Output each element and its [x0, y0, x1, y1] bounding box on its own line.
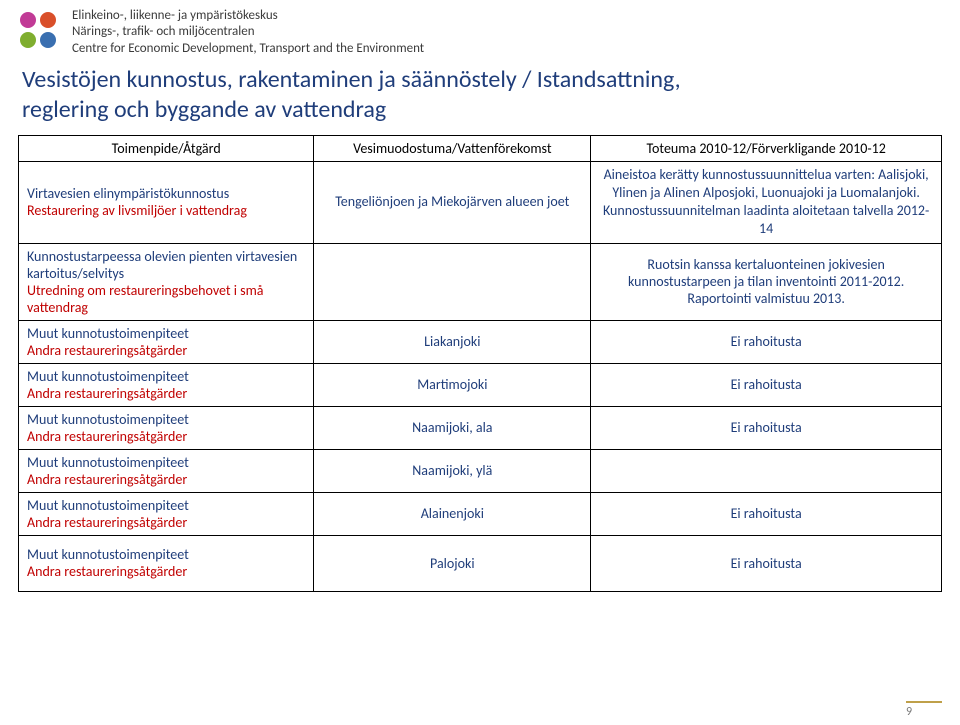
- cell-waterbody: Naamijoki, ylä: [314, 449, 591, 492]
- cell-outcome: Ei rahoitusta: [591, 363, 942, 406]
- action-fi: Muut kunnotustoimenpiteet: [27, 325, 189, 342]
- table-header-row: Toimenpide/Åtgärd Vesimuodostuma/Vattenf…: [19, 135, 942, 161]
- cell-action: Muut kunnotustoimenpiteet Andra restaure…: [19, 363, 314, 406]
- table-row: Kunnostustarpeessa olevien pienten virta…: [19, 243, 942, 320]
- table-row: Muut kunnotustoimenpiteet Andra restaure…: [19, 320, 942, 363]
- cell-waterbody: Tengeliönjoen ja Miekojärven alueen joet: [314, 161, 591, 243]
- action-sv: Utredning om restaureringsbehovet i små …: [27, 282, 264, 316]
- cell-outcome: Ruotsin kanssa kertaluonteinen jokivesie…: [591, 243, 942, 320]
- action-fi: Muut kunnotustoimenpiteet: [27, 497, 189, 514]
- measures-table: Toimenpide/Åtgärd Vesimuodostuma/Vattenf…: [18, 135, 942, 592]
- cell-action: Muut kunnotustoimenpiteet Andra restaure…: [19, 492, 314, 535]
- cell-action: Virtavesien elinympäristökunnostus Resta…: [19, 161, 314, 243]
- action-fi: Virtavesien elinympäristökunnostus: [27, 185, 229, 202]
- action-fi: Muut kunnotustoimenpiteet: [27, 411, 189, 428]
- cell-outcome: Ei rahoitusta: [591, 320, 942, 363]
- action-sv: Andra restaureringsåtgärder: [27, 514, 187, 531]
- table-row: Muut kunnotustoimenpiteet Andra restaure…: [19, 492, 942, 535]
- action-fi: Muut kunnotustoimenpiteet: [27, 546, 189, 563]
- agency-logo: [18, 10, 62, 54]
- cell-action: Muut kunnotustoimenpiteet Andra restaure…: [19, 406, 314, 449]
- cell-waterbody: Liakanjoki: [314, 320, 591, 363]
- table-row: Muut kunnotustoimenpiteet Andra restaure…: [19, 449, 942, 492]
- action-sv: Restaurering av livsmiljöer i vattendrag: [27, 202, 247, 219]
- cell-action: Kunnostustarpeessa olevien pienten virta…: [19, 243, 314, 320]
- table-row: Muut kunnotustoimenpiteet Andra restaure…: [19, 535, 942, 591]
- cell-waterbody: [314, 243, 591, 320]
- org-name-sv: Närings-, trafik- och miljöcentralen: [72, 24, 424, 40]
- table-row: Virtavesien elinympäristökunnostus Resta…: [19, 161, 942, 243]
- cell-action: Muut kunnotustoimenpiteet Andra restaure…: [19, 449, 314, 492]
- action-sv: Andra restaureringsåtgärder: [27, 342, 187, 359]
- cell-waterbody: Alainenjoki: [314, 492, 591, 535]
- title-line-2: reglering och byggande av vattendrag: [22, 95, 942, 125]
- cell-outcome: Aineistoa kerätty kunnostussuunnittelua …: [591, 161, 942, 243]
- agency-names: Elinkeino-, liikenne- ja ympäristökeskus…: [72, 8, 424, 57]
- org-name-fi: Elinkeino-, liikenne- ja ympäristökeskus: [72, 8, 424, 24]
- cell-outcome: Ei rahoitusta: [591, 492, 942, 535]
- action-fi: Muut kunnotustoimenpiteet: [27, 454, 189, 471]
- cell-outcome: Ei rahoitusta: [591, 406, 942, 449]
- org-name-en: Centre for Economic Development, Transpo…: [72, 41, 424, 57]
- col-header-outcome: Toteuma 2010-12/Förverkligande 2010-12: [591, 135, 942, 161]
- page-title: Vesistöjen kunnostus, rakentaminen ja sä…: [18, 65, 942, 125]
- table-row: Muut kunnotustoimenpiteet Andra restaure…: [19, 363, 942, 406]
- cell-waterbody: Naamijoki, ala: [314, 406, 591, 449]
- action-sv: Andra restaureringsåtgärder: [27, 563, 187, 580]
- action-sv: Andra restaureringsåtgärder: [27, 428, 187, 445]
- action-sv: Andra restaureringsåtgärder: [27, 471, 187, 488]
- cell-action: Muut kunnotustoimenpiteet Andra restaure…: [19, 535, 314, 591]
- col-header-waterbody: Vesimuodostuma/Vattenförekomst: [314, 135, 591, 161]
- cell-action: Muut kunnotustoimenpiteet Andra restaure…: [19, 320, 314, 363]
- cell-waterbody: Martimojoki: [314, 363, 591, 406]
- table-row: Muut kunnotustoimenpiteet Andra restaure…: [19, 406, 942, 449]
- action-fi: Kunnostustarpeessa olevien pienten virta…: [27, 248, 297, 282]
- title-line-1: Vesistöjen kunnostus, rakentaminen ja sä…: [22, 65, 942, 95]
- cell-waterbody: Palojoki: [314, 535, 591, 591]
- action-sv: Andra restaureringsåtgärder: [27, 385, 187, 402]
- cell-outcome: [591, 449, 942, 492]
- col-header-action: Toimenpide/Åtgärd: [19, 135, 314, 161]
- action-fi: Muut kunnotustoimenpiteet: [27, 368, 189, 385]
- header-logo-block: Elinkeino-, liikenne- ja ympäristökeskus…: [18, 8, 942, 57]
- cell-outcome: Ei rahoitusta: [591, 535, 942, 591]
- page-number: 9: [906, 701, 942, 719]
